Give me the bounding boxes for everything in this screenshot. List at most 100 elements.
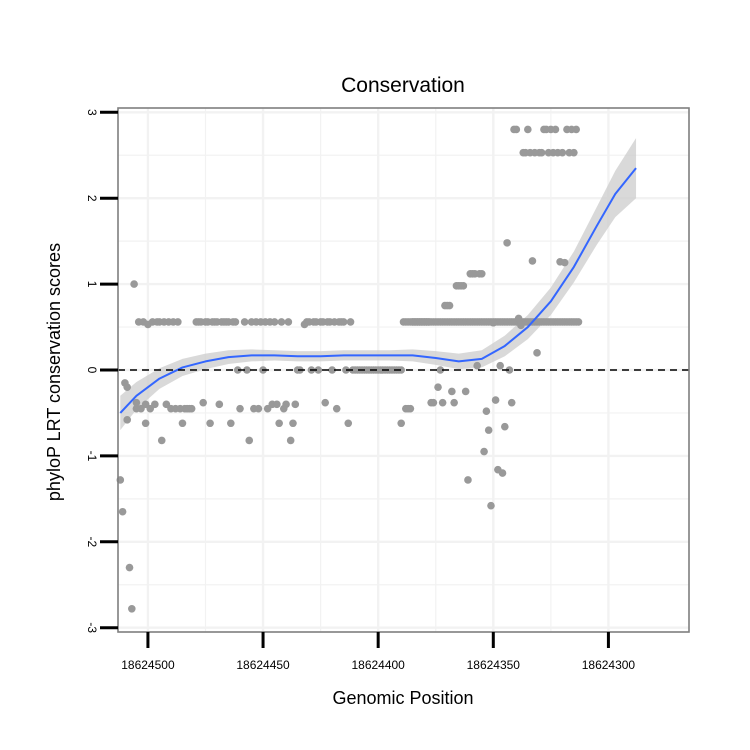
data-point bbox=[480, 447, 488, 456]
data-point bbox=[118, 507, 127, 516]
y-tick-label: 3 bbox=[85, 109, 99, 116]
data-point bbox=[491, 396, 500, 404]
data-point bbox=[215, 400, 224, 409]
data-point bbox=[503, 239, 511, 247]
x-tick-label: 18624500 bbox=[121, 658, 175, 672]
data-point bbox=[507, 398, 516, 407]
data-point bbox=[270, 318, 279, 326]
y-tick-label: -1 bbox=[85, 451, 99, 462]
data-point bbox=[448, 387, 456, 396]
data-point bbox=[496, 361, 505, 370]
data-point bbox=[450, 398, 458, 407]
data-point bbox=[524, 125, 532, 134]
data-point bbox=[245, 436, 254, 445]
data-point bbox=[560, 258, 569, 267]
data-point bbox=[291, 400, 300, 409]
data-point bbox=[199, 398, 207, 407]
data-point bbox=[477, 269, 486, 278]
data-point bbox=[501, 422, 509, 431]
data-point bbox=[533, 349, 541, 357]
data-point bbox=[328, 366, 336, 374]
data-point bbox=[397, 419, 405, 428]
x-tick-label: 18624350 bbox=[467, 658, 521, 672]
data-point bbox=[128, 605, 136, 613]
data-point bbox=[282, 400, 290, 409]
data-point bbox=[321, 398, 330, 407]
data-point bbox=[275, 419, 283, 428]
data-point bbox=[123, 416, 132, 424]
data-point bbox=[286, 436, 295, 445]
data-point bbox=[206, 419, 214, 428]
data-point bbox=[498, 469, 507, 477]
data-point bbox=[537, 148, 546, 157]
data-point bbox=[314, 366, 323, 374]
data-point bbox=[406, 404, 415, 413]
data-point bbox=[130, 280, 138, 288]
data-point bbox=[123, 383, 132, 391]
data-point bbox=[178, 419, 187, 428]
chart-title: Conservation bbox=[341, 74, 465, 97]
data-point bbox=[231, 318, 240, 326]
data-point bbox=[233, 366, 242, 374]
data-point bbox=[445, 301, 454, 310]
data-point bbox=[464, 476, 472, 484]
data-point bbox=[151, 400, 159, 409]
data-point bbox=[289, 419, 297, 428]
data-point bbox=[459, 282, 468, 290]
data-point bbox=[512, 125, 521, 134]
data-point bbox=[434, 383, 442, 391]
smooth-fit-line bbox=[119, 167, 637, 414]
data-point bbox=[273, 400, 281, 409]
data-point bbox=[570, 148, 578, 157]
data-point bbox=[551, 125, 560, 134]
data-point bbox=[125, 563, 134, 572]
y-tick-label: 1 bbox=[85, 281, 99, 288]
confidence-ribbon bbox=[120, 138, 637, 431]
data-point bbox=[574, 318, 583, 326]
data-point bbox=[484, 426, 493, 434]
x-tick-label: 18624450 bbox=[236, 658, 290, 672]
data-point bbox=[236, 404, 244, 413]
data-point bbox=[254, 404, 263, 413]
data-point bbox=[482, 407, 491, 416]
data-point bbox=[284, 318, 293, 326]
data-point bbox=[157, 436, 166, 445]
data-point bbox=[332, 404, 341, 413]
data-point bbox=[473, 361, 481, 370]
data-point bbox=[514, 314, 523, 323]
data-point bbox=[572, 125, 580, 134]
data-point bbox=[227, 419, 235, 428]
data-point bbox=[187, 404, 196, 413]
x-axis-label: Genomic Position bbox=[332, 688, 473, 708]
data-point bbox=[240, 318, 249, 326]
data-point bbox=[344, 419, 353, 428]
axes: -3 -2 -1 0 1 2 3 18624500 18624450 18624400 186243… bbox=[85, 109, 635, 672]
data-point bbox=[505, 366, 514, 374]
data-point bbox=[429, 398, 438, 407]
data-point bbox=[141, 419, 150, 428]
x-tick-label: 18624300 bbox=[582, 658, 636, 672]
data-point bbox=[397, 366, 405, 374]
data-point bbox=[487, 501, 495, 510]
y-tick-label: 2 bbox=[85, 195, 99, 202]
y-tick-label: -2 bbox=[85, 536, 99, 547]
data-point bbox=[489, 318, 498, 327]
y-tick-label: -3 bbox=[85, 622, 99, 633]
data-point bbox=[438, 398, 447, 407]
data-point bbox=[436, 366, 445, 374]
data-point bbox=[558, 148, 567, 157]
data-point bbox=[528, 257, 537, 265]
x-tick-label: 18624400 bbox=[351, 658, 405, 672]
confidence-ribbon-group bbox=[120, 138, 637, 431]
data-point bbox=[517, 321, 525, 330]
y-axis-label: phyloP LRT conservation scores bbox=[44, 243, 64, 501]
data-point bbox=[339, 318, 348, 326]
data-point bbox=[174, 318, 182, 326]
data-point bbox=[132, 398, 141, 407]
data-point bbox=[277, 318, 286, 326]
data-point bbox=[461, 387, 470, 396]
data-point bbox=[342, 366, 350, 374]
data-point bbox=[346, 318, 355, 326]
data-point bbox=[243, 366, 251, 374]
